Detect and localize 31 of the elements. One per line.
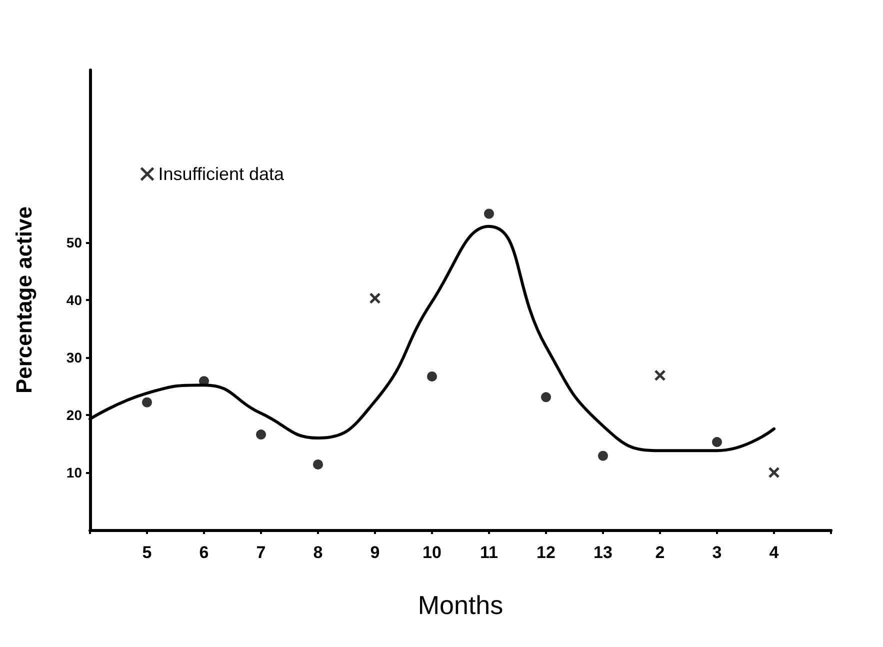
point — [369, 292, 381, 304]
x-tick-label: 8 — [313, 543, 323, 562]
point — [484, 208, 494, 219]
y-tick-label: 30 — [66, 350, 82, 366]
x-tick-label: 2 — [655, 543, 665, 562]
y-tick-label: 40 — [66, 292, 82, 308]
y-tick-label: 50 — [66, 234, 82, 250]
x-tick-label: 4 — [769, 543, 780, 562]
point — [142, 397, 152, 408]
x-tick-label: 7 — [256, 543, 266, 562]
point — [654, 370, 666, 382]
point — [427, 371, 437, 382]
x-tick-label: 10 — [422, 543, 442, 562]
y-axis-title: Percentage active — [12, 206, 36, 394]
x-tick-label: 12 — [536, 543, 556, 562]
x-tick-label: 6 — [199, 543, 209, 562]
x-tick-label: 5 — [142, 543, 152, 562]
y-tick-label: 10 — [66, 464, 82, 480]
y-tick-label: 20 — [66, 407, 82, 423]
point — [541, 392, 551, 402]
point — [256, 430, 266, 440]
x-tick-label: 11 — [480, 543, 498, 562]
point — [712, 437, 722, 448]
point — [313, 459, 323, 470]
x-axis-title: Months — [418, 590, 504, 620]
legend-label: Insufficient data — [158, 164, 285, 184]
point — [598, 450, 608, 461]
x-tick-label: 13 — [594, 543, 612, 562]
x-tick-label: 9 — [370, 543, 380, 562]
point — [768, 466, 780, 478]
x-tick-label: 3 — [712, 543, 722, 562]
